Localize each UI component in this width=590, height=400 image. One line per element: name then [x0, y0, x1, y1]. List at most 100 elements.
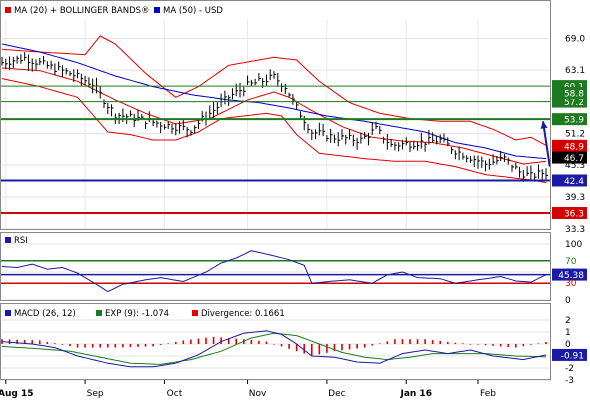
projection-arrow	[542, 121, 551, 167]
divergence-bar	[137, 344, 139, 347]
rsi-line	[1, 250, 547, 293]
level-tag-1: 57.2	[564, 98, 584, 108]
value-tag-2: 46.7	[564, 154, 584, 164]
divergence-bar	[235, 338, 238, 344]
price-y-tick-0: 69.0	[565, 35, 585, 45]
price-y-tick-4: 45.3	[565, 161, 585, 171]
rsi-value-tag: 45.38	[558, 271, 584, 281]
divergence-bar	[69, 344, 71, 347]
divergence-bar	[394, 339, 396, 344]
divergence-bar	[159, 344, 162, 345]
divergence-bar	[310, 344, 313, 356]
value-tag-1: 48.9	[564, 142, 584, 152]
rsi-level-label-2: 30	[565, 279, 577, 289]
signal-legend-label: EXP (9): -1.074	[105, 309, 169, 319]
level-tag-2: 53.9	[564, 116, 584, 126]
divergence-bar	[227, 338, 230, 344]
divergence-bar	[537, 343, 540, 344]
ma20-legend-swatch	[5, 7, 11, 13]
divergence-bar	[462, 343, 464, 344]
divergence-bar	[416, 339, 419, 344]
ma20-legend-label: MA (20) + BOLLINGER BANDS®	[14, 6, 150, 16]
level-tag-4: 36.3	[564, 210, 584, 220]
divergence-bar	[273, 344, 275, 345]
price-legend: MA (20) + BOLLINGER BANDS® MA (50) - USD	[5, 6, 223, 16]
value-tag-0: 58.8	[564, 90, 584, 100]
x-tick-label-4: Dec	[328, 389, 345, 399]
divergence-bar	[16, 339, 18, 344]
divergence-bar	[477, 344, 479, 345]
price-y-tick-3: 51.2	[565, 130, 585, 140]
divergence-bar	[84, 344, 86, 348]
divergence-bar	[46, 341, 49, 344]
macd-legend-label: MACD (26, 12)	[14, 309, 76, 319]
x-tick-label-6: Feb	[480, 389, 496, 399]
macd-line	[1, 330, 547, 368]
x-tick-label-0: Aug 15	[0, 389, 34, 399]
macd-panel: 210-1-2-3-0.91	[1, 316, 587, 386]
divergence-bar	[401, 339, 404, 344]
divergence-bar	[38, 340, 41, 344]
divergence-bar	[265, 341, 268, 344]
divergence-bar	[469, 344, 472, 345]
divergence-bar	[454, 342, 457, 344]
divergence-bar	[288, 344, 290, 349]
bollinger-upper-line	[1, 35, 547, 146]
ma50-legend-label: MA (50) - USD	[163, 6, 223, 16]
divergence-bar	[514, 344, 517, 348]
macd-y-tick-2: 0	[565, 340, 571, 350]
level-tag-2-bg	[552, 113, 587, 126]
divergence-bar	[371, 344, 374, 346]
divergence-bar	[341, 344, 343, 351]
divergence-bar	[212, 336, 215, 344]
macd-value-tag-0: -0.91	[561, 351, 584, 361]
divergence-legend-label: Divergence: 0.1661	[201, 309, 285, 319]
x-tick-label-3: Nov	[249, 389, 267, 399]
price-y-tick-5: 39.3	[565, 193, 585, 203]
divergence-bar	[129, 344, 132, 348]
divergence-bar	[91, 344, 94, 348]
divergence-bar	[318, 344, 321, 355]
divergence-bar	[484, 344, 487, 346]
macd-y-tick-0: 2	[565, 316, 571, 326]
value-tag-0-bg	[552, 87, 587, 100]
divergence-bar	[114, 344, 117, 348]
divergence-bar	[378, 343, 381, 344]
price-y-tick-1: 63.1	[565, 66, 585, 76]
divergence-bar	[363, 344, 366, 348]
divergence-bar	[356, 344, 358, 349]
divergence-legend-swatch	[192, 310, 198, 316]
macd-y-tick-1: 1	[565, 328, 571, 338]
divergence-bar	[182, 340, 185, 344]
rsi-y-tick-0: 100	[565, 240, 582, 250]
x-axis: Aug 15 Sep Oct Nov Dec Jan 16 Feb	[0, 380, 496, 399]
divergence-bar	[295, 344, 298, 352]
signal-line	[1, 332, 547, 365]
macd-legend: MACD (26, 12) EXP (9): -1.074 Divergence…	[5, 309, 285, 319]
divergence-bar	[190, 339, 192, 344]
price-panel-frame	[0, 0, 551, 230]
rsi-legend: RSI	[5, 236, 28, 246]
signal-legend-swatch	[96, 310, 102, 316]
divergence-bar	[54, 343, 56, 344]
macd-y-tick-4: -2	[565, 364, 574, 374]
divergence-bar	[348, 344, 351, 350]
divergence-bar	[205, 337, 207, 344]
divergence-bar	[76, 344, 79, 348]
ma50-line	[1, 43, 547, 160]
level-tag-3: 42.4	[564, 177, 584, 187]
macd-value-tag-0-bg	[552, 348, 587, 361]
rsi-legend-label: RSI	[14, 236, 28, 246]
divergence-bar	[499, 344, 502, 347]
bollinger-lower-line	[1, 78, 547, 184]
rsi-panel-frame	[0, 232, 551, 301]
divergence-bar	[446, 341, 449, 344]
rsi-y-tick-2: 0	[565, 296, 571, 306]
divergence-bar	[386, 341, 389, 344]
divergence-bar	[250, 340, 253, 344]
macd-panel-frame	[0, 303, 551, 380]
divergence-bar	[144, 344, 147, 347]
macd-legend-swatch	[5, 310, 11, 316]
x-tick-label-2: Oct	[167, 389, 183, 399]
